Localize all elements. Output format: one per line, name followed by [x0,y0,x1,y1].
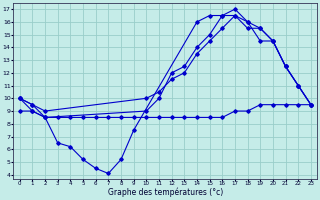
X-axis label: Graphe des températures (°c): Graphe des températures (°c) [108,188,223,197]
